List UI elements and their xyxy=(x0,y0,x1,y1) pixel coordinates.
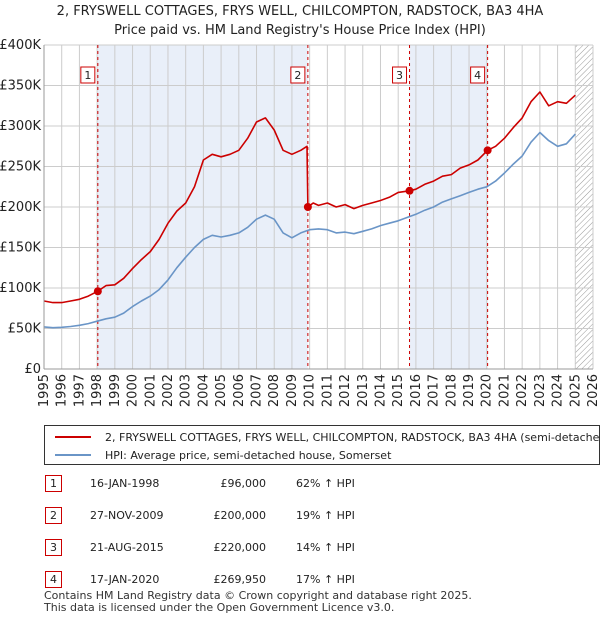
sale-number-label: 3 xyxy=(396,69,403,82)
x-tick-label: 2026 xyxy=(586,374,600,407)
y-tick-label: £0 xyxy=(24,362,41,377)
x-tick-label: 1997 xyxy=(72,374,87,407)
x-tick-label: 2008 xyxy=(267,374,282,407)
legend-label-property: 2, FRYSWELL COTTAGES, FRYS WELL, CHILCOM… xyxy=(105,430,600,444)
y-tick-label: £200K xyxy=(0,200,41,215)
y-tick-label: £50K xyxy=(8,322,42,337)
x-tick-label: 2018 xyxy=(444,374,459,407)
legend-swatch-property xyxy=(55,436,91,438)
series-line-hpi xyxy=(43,131,576,329)
sale-date: 21-AUG-2015 xyxy=(90,541,164,554)
x-tick-label: 1999 xyxy=(108,374,123,407)
x-tick-label: 1998 xyxy=(90,374,105,407)
legend-label-hpi: HPI: Average price, semi-detached house,… xyxy=(105,448,392,462)
x-tick-label: 2025 xyxy=(568,374,583,407)
chart-title: 2, FRYSWELL COTTAGES, FRYS WELL, CHILCOM… xyxy=(0,2,600,40)
x-tick-label: 1996 xyxy=(55,374,70,407)
sale-date: 27-NOV-2009 xyxy=(90,509,164,522)
x-tick-label: 2015 xyxy=(391,374,406,407)
table-row: 3 21-AUG-2015 £220,000 14% ↑ HPI xyxy=(44,538,444,558)
sale-price: £200,000 xyxy=(213,509,267,522)
footer-attribution: Contains HM Land Registry data © Crown c… xyxy=(44,590,472,614)
x-tick-label: 1995 xyxy=(37,374,52,407)
x-tick-label: 2011 xyxy=(320,374,335,407)
x-tick-label: 2010 xyxy=(303,374,318,407)
x-tick-label: 2014 xyxy=(373,374,388,407)
y-tick-label: £300K xyxy=(0,119,41,134)
table-row: 1 16-JAN-1998 £96,000 62% ↑ HPI xyxy=(44,474,444,494)
x-tick-label: 2003 xyxy=(179,374,194,407)
x-tick-label: 2023 xyxy=(533,374,548,407)
sale-number-label: 2 xyxy=(294,69,301,82)
x-tick-label: 2005 xyxy=(214,374,229,407)
x-tick-label: 2002 xyxy=(161,374,176,407)
sale-number-badge: 3 xyxy=(45,539,62,556)
sale-number-box xyxy=(80,66,96,84)
legend-item-property: 2, FRYSWELL COTTAGES, FRYS WELL, CHILCOM… xyxy=(55,428,600,446)
x-tick-label: 2024 xyxy=(551,374,566,407)
price-chart: 1 2 3 4 £0 £50K £100K £150K £200K £250K £300K £350… xyxy=(0,38,600,407)
sale-number-badge: 4 xyxy=(45,571,62,588)
y-tick-label: £150K xyxy=(0,241,41,256)
x-tick-label: 2013 xyxy=(356,374,371,407)
legend-swatch-hpi xyxy=(55,454,91,456)
sale-price: £96,000 xyxy=(220,477,267,490)
sale-number-box xyxy=(290,66,306,84)
x-tick-label: 2021 xyxy=(497,374,512,407)
x-tick-label: 2001 xyxy=(143,374,158,407)
sale-point xyxy=(303,203,312,211)
table-row: 2 27-NOV-2009 £200,000 19% ↑ HPI xyxy=(44,506,444,526)
x-tick-label: 2000 xyxy=(126,374,141,407)
sale-number-badge: 2 xyxy=(45,507,62,524)
x-tick-label: 2007 xyxy=(250,374,265,407)
sale-number-box xyxy=(392,66,408,84)
sale-number-label: 1 xyxy=(84,69,91,82)
y-tick-label: £400K xyxy=(0,38,41,53)
sale-point xyxy=(483,146,492,155)
sale-hpi-change: 14% ↑ HPI xyxy=(296,541,355,554)
title-address: 2, FRYSWELL COTTAGES, FRYS WELL, CHILCOM… xyxy=(56,4,544,19)
title-subtitle: Price paid vs. HM Land Registry's House … xyxy=(114,23,486,38)
x-tick-label: 2012 xyxy=(338,374,353,407)
sale-date: 16-JAN-1998 xyxy=(90,477,160,490)
sale-number-label: 4 xyxy=(474,69,481,82)
x-tick-label: 2019 xyxy=(462,374,477,407)
y-tick-label: £350K xyxy=(0,79,41,94)
legend: 2, FRYSWELL COTTAGES, FRYS WELL, CHILCOM… xyxy=(44,425,600,465)
sale-date: 17-JAN-2020 xyxy=(90,573,160,586)
table-row: 4 17-JAN-2020 £269,950 17% ↑ HPI xyxy=(44,570,444,590)
y-tick-label: £250K xyxy=(0,160,41,175)
x-tick-label: 2016 xyxy=(409,374,424,407)
x-tick-label: 2006 xyxy=(232,374,247,407)
sale-number-badge: 1 xyxy=(45,475,62,492)
sale-hpi-change: 19% ↑ HPI xyxy=(296,509,355,522)
footer-license: This data is licensed under the Open Gov… xyxy=(44,601,395,614)
footer-copyright: Contains HM Land Registry data © Crown c… xyxy=(44,589,472,602)
x-tick-label: 2009 xyxy=(285,374,300,407)
sale-point xyxy=(93,287,102,296)
sale-point xyxy=(405,186,414,195)
sale-number-box xyxy=(470,66,486,84)
y-tick-label: £100K xyxy=(0,281,41,296)
legend-item-hpi: HPI: Average price, semi-detached house,… xyxy=(55,446,391,464)
sale-hpi-change: 17% ↑ HPI xyxy=(296,573,355,586)
x-tick-label: 2004 xyxy=(196,374,211,407)
sale-price: £220,000 xyxy=(213,541,267,554)
x-tick-label: 2017 xyxy=(427,374,442,407)
sale-hpi-change: 62% ↑ HPI xyxy=(296,477,355,490)
x-tick-label: 2022 xyxy=(515,374,530,407)
sale-price: £269,950 xyxy=(213,573,267,586)
x-tick-label: 2020 xyxy=(480,374,495,407)
